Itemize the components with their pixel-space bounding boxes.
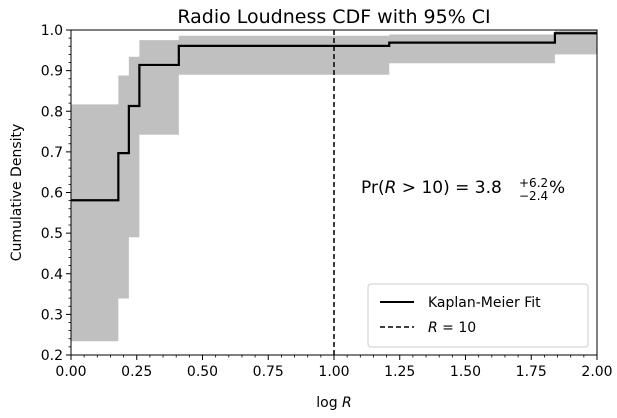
annotation-upper-error: +6.2 bbox=[519, 176, 548, 190]
chart-title: Radio Loudness CDF with 95% CI bbox=[177, 6, 490, 28]
x-tick-label: 0.25 bbox=[121, 364, 152, 380]
x-tick-label: 0.00 bbox=[55, 364, 86, 380]
x-axis-label-variable: R bbox=[342, 395, 352, 411]
y-tick-label: 0.4 bbox=[41, 267, 63, 283]
x-axis-label: log R bbox=[316, 395, 352, 411]
series-line-kaplan-meier bbox=[71, 32, 597, 202]
x-axis-ticks: 0.00 0.25 0.50 0.75 1.00 1.25 1.50 1.75 2.00 bbox=[55, 355, 613, 380]
legend-label-reference: R = 10 bbox=[428, 320, 476, 336]
y-tick-label: 0.9 bbox=[41, 64, 63, 80]
annotation-variable: R bbox=[385, 178, 397, 198]
y-tick-label: 0.8 bbox=[41, 104, 63, 120]
probability-annotation: Pr(R > 10) = 3.8 bbox=[361, 178, 502, 198]
legend-label-kaplan-meier: Kaplan-Meier Fit bbox=[428, 295, 541, 311]
x-tick-label: 1.25 bbox=[384, 364, 415, 380]
series-layer bbox=[71, 32, 597, 202]
x-tick-label: 0.50 bbox=[187, 364, 218, 380]
legend-box bbox=[367, 283, 589, 348]
y-tick-label: 0.7 bbox=[41, 145, 63, 161]
y-tick-label: 0.5 bbox=[41, 226, 63, 242]
x-tick-label: 0.75 bbox=[253, 364, 284, 380]
annotation-unit: % bbox=[549, 178, 565, 198]
y-tick-label: 1.0 bbox=[41, 23, 63, 39]
annotation-prefix: Pr( bbox=[361, 178, 385, 198]
legend-label-reference-variable: R bbox=[428, 320, 438, 336]
y-tick-label: 0.2 bbox=[41, 348, 63, 364]
x-tick-label: 1.75 bbox=[516, 364, 547, 380]
y-tick-label: 0.3 bbox=[41, 307, 63, 323]
legend-label-reference-value: = 10 bbox=[438, 320, 476, 336]
annotation-lower-error: −2.4 bbox=[519, 189, 548, 203]
y-tick-label: 0.6 bbox=[41, 186, 63, 202]
x-axis-label-log: log bbox=[316, 395, 342, 411]
confidence-band bbox=[71, 30, 597, 342]
y-axis-ticks: 0.2 0.3 0.4 0.5 0.6 0.7 0.8 0.9 1.0 bbox=[41, 23, 71, 364]
y-axis-label: Cumulative Density bbox=[9, 124, 25, 262]
legend: Kaplan-Meier Fit R = 10 bbox=[367, 283, 589, 348]
x-tick-label: 1.00 bbox=[318, 364, 349, 380]
annotation-relation: > 10) = 3.8 bbox=[396, 178, 501, 198]
confidence-band-layer bbox=[71, 30, 597, 342]
x-tick-label: 2.00 bbox=[581, 364, 612, 380]
x-tick-label: 1.50 bbox=[450, 364, 481, 380]
